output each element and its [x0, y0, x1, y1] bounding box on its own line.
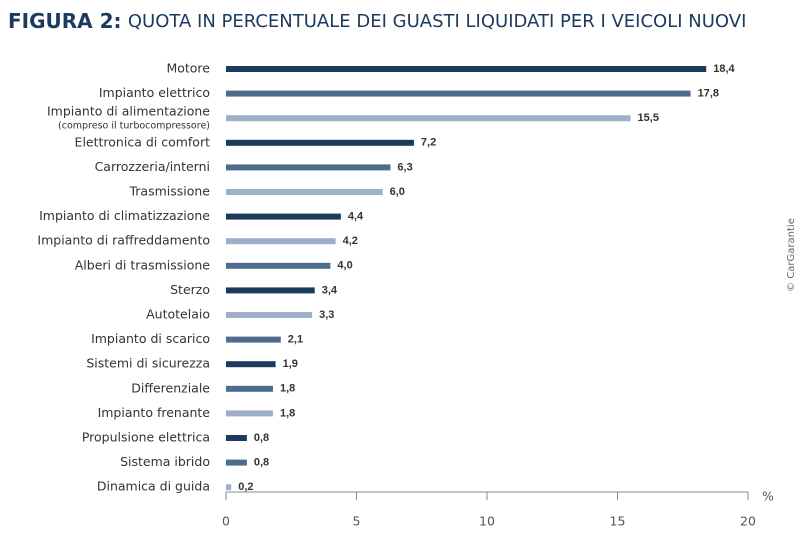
value-label: 2,1 [288, 334, 303, 346]
category-label: Sterzo [170, 282, 210, 297]
category-note: (compreso il turbocompressore) [58, 121, 210, 132]
category-label: Differenziale [131, 380, 210, 395]
category-label: Impianto di climatizzazione [39, 208, 210, 223]
value-label: 0,2 [238, 481, 253, 493]
title-text: QUOTA IN PERCENTUALE DEI GUASTI LIQUIDAT… [128, 11, 747, 32]
bar [226, 385, 273, 392]
value-label: 6,0 [390, 186, 405, 198]
value-label: 1,8 [280, 407, 295, 419]
x-tick-label: 0 [222, 514, 230, 529]
value-label: 1,8 [280, 383, 295, 395]
value-label: 15,5 [638, 112, 659, 124]
category-label: Trasmissione [128, 184, 210, 199]
category-label: Dinamica di guida [97, 479, 210, 494]
category-label: Impianto di raffreddamento [37, 233, 210, 248]
category-label: Sistema ibrido [120, 454, 210, 469]
bar [226, 262, 331, 269]
value-label: 4,2 [343, 235, 358, 247]
value-label: 17,8 [698, 88, 719, 100]
value-label: 7,2 [421, 137, 436, 149]
bar [226, 66, 707, 72]
value-label: 4,4 [348, 211, 364, 223]
bar [226, 139, 414, 146]
category-label: Impianto frenante [98, 405, 211, 420]
x-unit: % [762, 489, 774, 504]
value-label: 6,3 [397, 161, 412, 173]
x-tick-label: 15 [610, 514, 626, 529]
value-label: 0,8 [254, 432, 269, 444]
bar [226, 189, 383, 195]
x-tick-label: 5 [353, 514, 361, 529]
category-label: Autotelaio [146, 307, 210, 322]
figure-label: FIGURA 2: [8, 9, 122, 33]
value-label: 3,4 [322, 284, 338, 296]
value-label: 0,8 [254, 457, 269, 469]
value-label: 1,9 [283, 358, 298, 370]
value-label: 4,0 [337, 260, 352, 272]
category-label: Motore [166, 61, 210, 76]
category-label: Sistemi di sicurezza [86, 356, 210, 371]
category-label: Alberi di trasmissione [75, 257, 211, 272]
bar [226, 287, 315, 294]
category-label: Impianto di scarico [91, 331, 210, 346]
bar [226, 410, 273, 417]
category-label: Carrozzeria/interni [95, 159, 210, 174]
x-tick-label: 10 [479, 514, 495, 529]
category-label: Impianto elettrico [99, 85, 210, 100]
value-label: 18,4 [713, 63, 735, 75]
bar [226, 484, 232, 491]
bar [226, 435, 247, 441]
x-tick-label: 20 [740, 514, 756, 529]
bar [226, 336, 281, 343]
category-label: Elettronica di comfort [75, 134, 211, 149]
bar [226, 361, 276, 368]
category-label: Propulsione elettrica [82, 430, 210, 445]
bar [226, 90, 691, 97]
bar [226, 312, 313, 318]
bar [226, 115, 631, 122]
chart-title: FIGURA 2: QUOTA IN PERCENTUALE DEI GUAST… [8, 9, 746, 33]
value-label: 3,3 [319, 309, 334, 321]
source: © CarGarantie [786, 218, 797, 292]
bar [226, 213, 341, 220]
bar [226, 459, 247, 466]
bar [226, 238, 336, 245]
bar [226, 164, 391, 171]
category-label: Impianto di alimentazione [47, 104, 210, 119]
